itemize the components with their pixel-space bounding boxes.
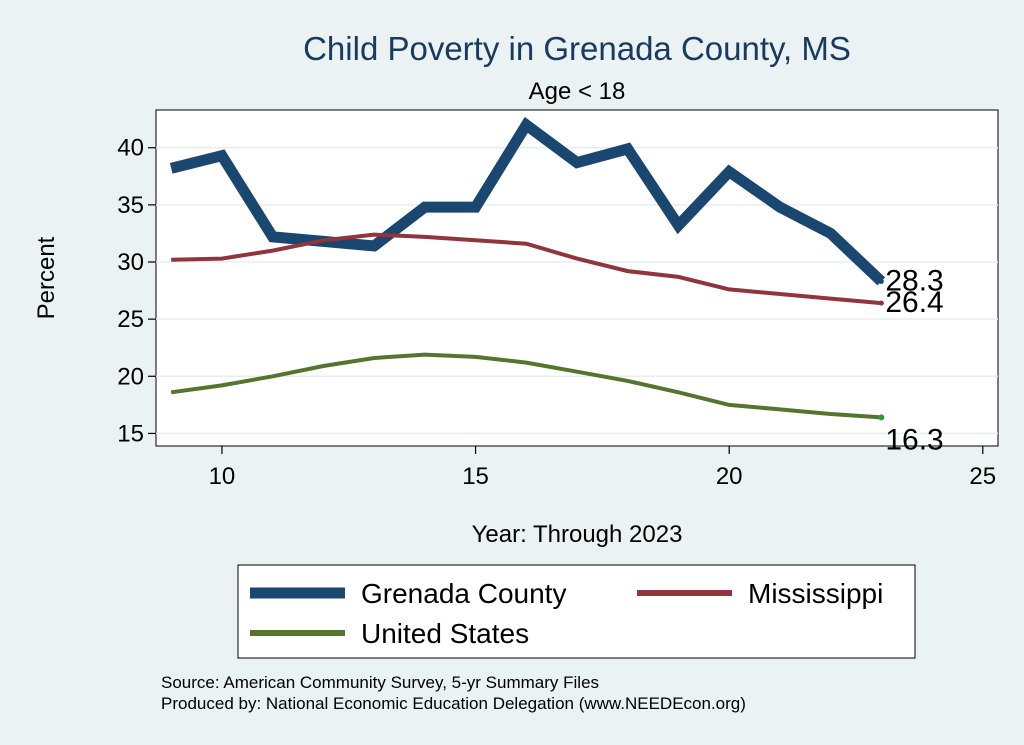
series-line-united-states: [170, 352, 882, 420]
series-line-mississippi: [171, 232, 882, 306]
source-note: Source: American Community Survey, 5-yr …: [161, 673, 599, 692]
gridlines: [156, 146, 998, 435]
series-end-point-grenada-county: [878, 278, 884, 284]
y-tick-label: 40: [117, 135, 144, 162]
legend-label-mississippi: Mississippi: [748, 578, 883, 609]
legend-label-united-states: United States: [361, 618, 529, 649]
x-tick-label: 20: [716, 463, 743, 490]
end-label-united-states: 16.3: [885, 423, 943, 456]
y-tick-label: 30: [117, 249, 144, 276]
y-tick-label: 15: [117, 420, 144, 447]
series-end-point-united-states: [878, 414, 885, 421]
y-tick-label: 20: [117, 363, 144, 390]
chart-subtitle: Age < 18: [529, 78, 626, 105]
axes: 15 20 25 30 35 40 10 15 20 25: [117, 135, 996, 490]
x-tick-label: 10: [209, 463, 236, 490]
legend: Grenada County Mississippi United States: [237, 564, 916, 659]
x-axis-title: Year: Through 2023: [472, 521, 683, 548]
chart-title: Child Poverty in Grenada County, MS: [303, 30, 851, 67]
series-line-grenada-county: [169, 116, 886, 286]
x-tick-label: 15: [462, 463, 489, 490]
end-label-grenada-county: 28.3: [885, 264, 943, 297]
y-axis-title: Percent: [33, 236, 60, 319]
end-labels: 28.326.4 16.3: [885, 264, 943, 456]
series-lines: [169, 116, 886, 421]
produced-note: Produced by: National Economic Education…: [161, 694, 746, 713]
y-tick-label: 25: [117, 306, 144, 333]
series-end-point-mississippi: [878, 300, 884, 306]
y-tick-label: 35: [117, 192, 144, 219]
x-tick-label: 25: [969, 463, 996, 490]
end-label-mississippi: 26.4: [885, 286, 943, 319]
legend-label-grenada: Grenada County: [361, 578, 566, 609]
legend-box: [237, 564, 916, 659]
